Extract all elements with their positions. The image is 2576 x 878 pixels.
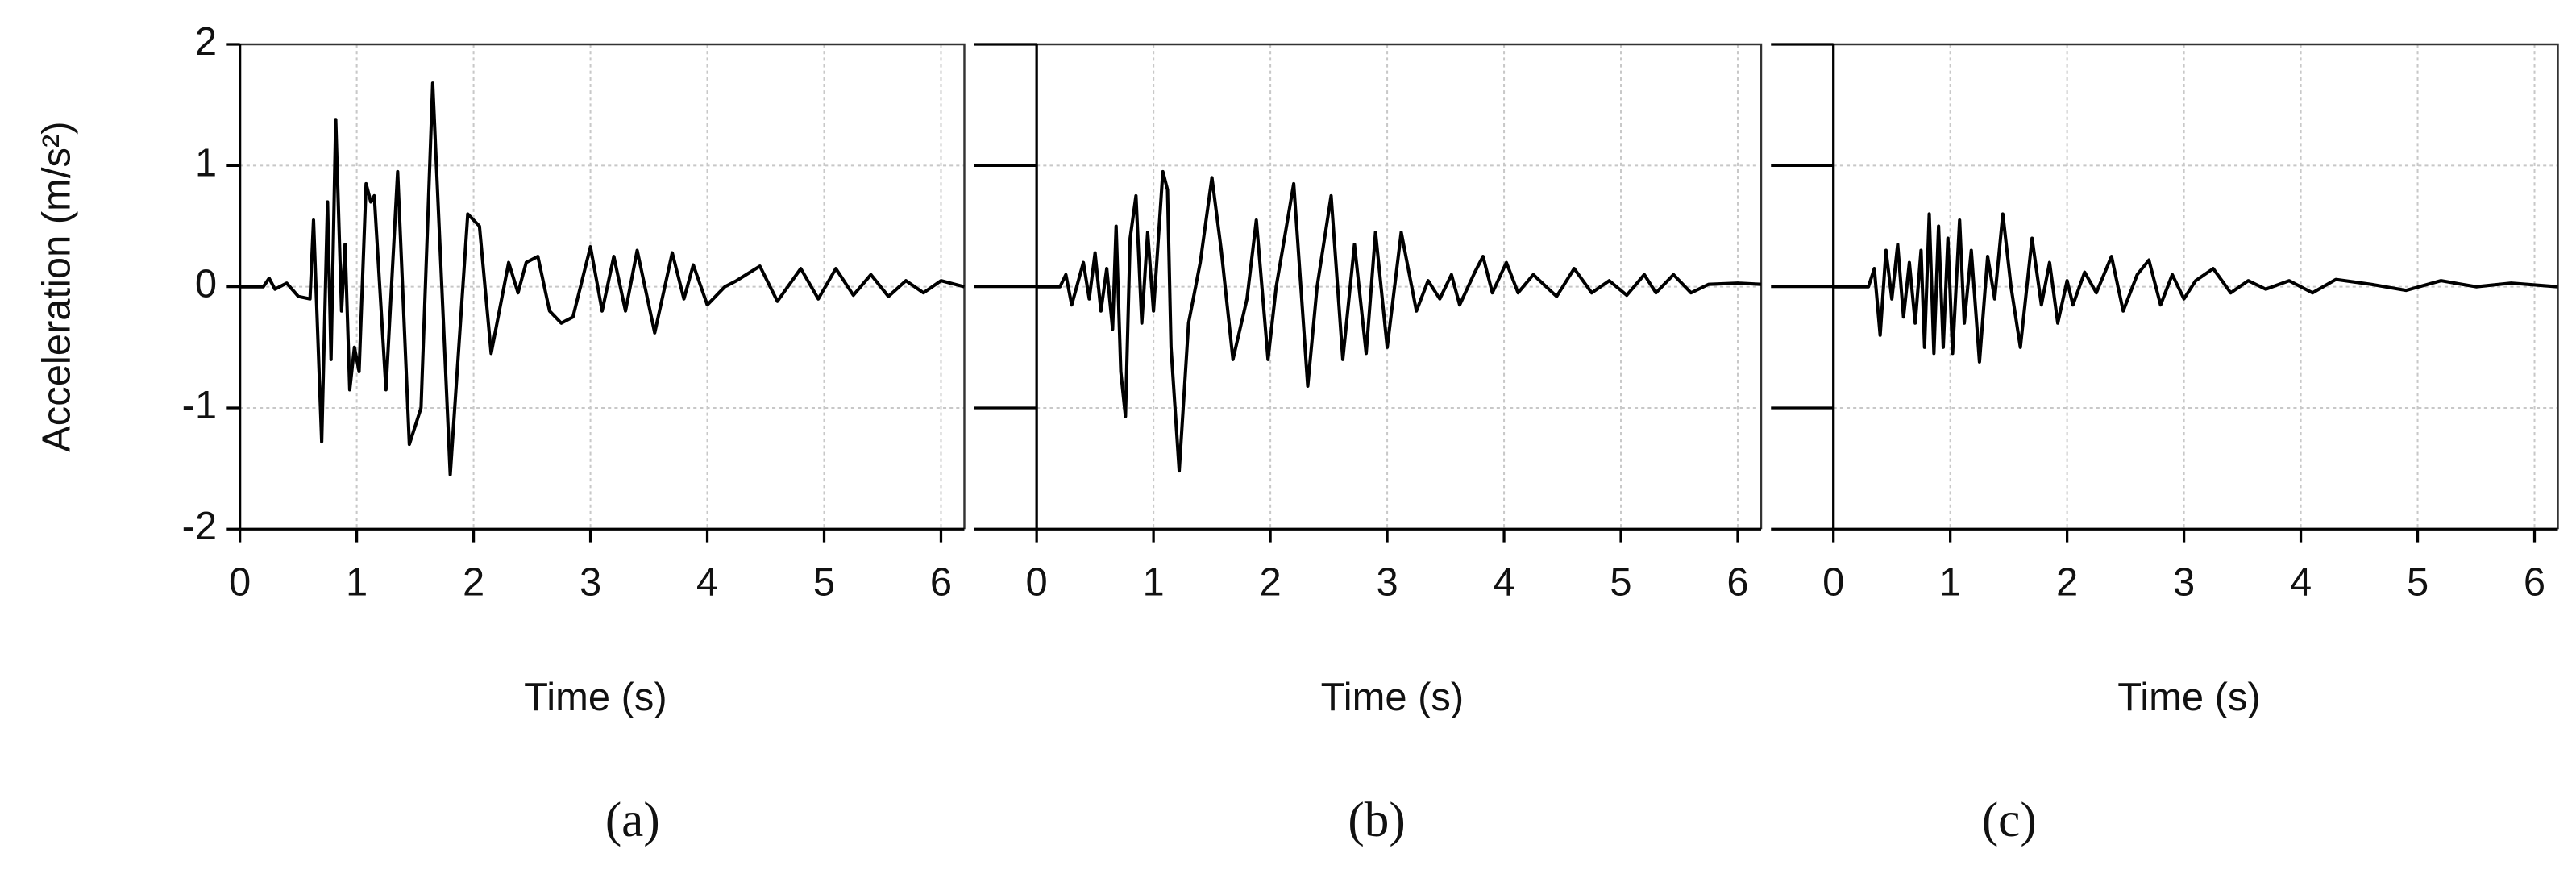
x-tick-label: 0 [1822,561,1844,605]
x-axis-label: Time (s) [2117,676,2260,719]
y-axis-label: Acceleration (m/s²) [35,121,78,451]
x-tick-label: 5 [813,561,835,605]
x-tick-label: 6 [1726,561,1748,605]
plot-frame [1833,43,2559,530]
x-tick-label: 2 [2056,561,2078,605]
x-tick-label: 1 [1939,561,1961,605]
x-tick-label: 6 [2524,561,2545,605]
data-line [1833,212,2558,364]
x-tick-label: 4 [696,561,718,605]
x-tick-label: 6 [930,561,952,605]
x-tick-label: 1 [346,561,368,605]
plot-frame [1037,43,1763,530]
y-tick-label: -2 [182,505,218,548]
x-tick-label: 3 [580,561,601,605]
panel-caption: (b) [1348,793,1405,847]
panel-caption: (c) [1982,793,2037,847]
x-tick-label: 2 [463,561,484,605]
x-tick-label: 5 [2407,561,2429,605]
x-axis-label: Time (s) [524,676,667,719]
y-tick-label: -1 [182,384,218,427]
x-tick-label: 5 [1610,561,1631,605]
y-tick-label: 1 [195,141,217,185]
x-tick-label: 2 [1260,561,1282,605]
x-tick-label: 0 [229,561,251,605]
y-tick-label: 2 [195,20,217,64]
plot-frame [239,43,966,530]
x-tick-label: 3 [1376,561,1398,605]
x-tick-label: 1 [1143,561,1165,605]
x-tick-label: 3 [2173,561,2195,605]
x-tick-label: 0 [1026,561,1048,605]
panel-caption: (a) [605,793,660,847]
data-line [239,81,965,476]
y-tick-label: 0 [195,263,217,306]
data-line [1037,169,1762,473]
x-axis-label: Time (s) [1321,676,1464,719]
x-tick-label: 4 [1493,561,1514,605]
x-tick-label: 4 [2290,561,2312,605]
